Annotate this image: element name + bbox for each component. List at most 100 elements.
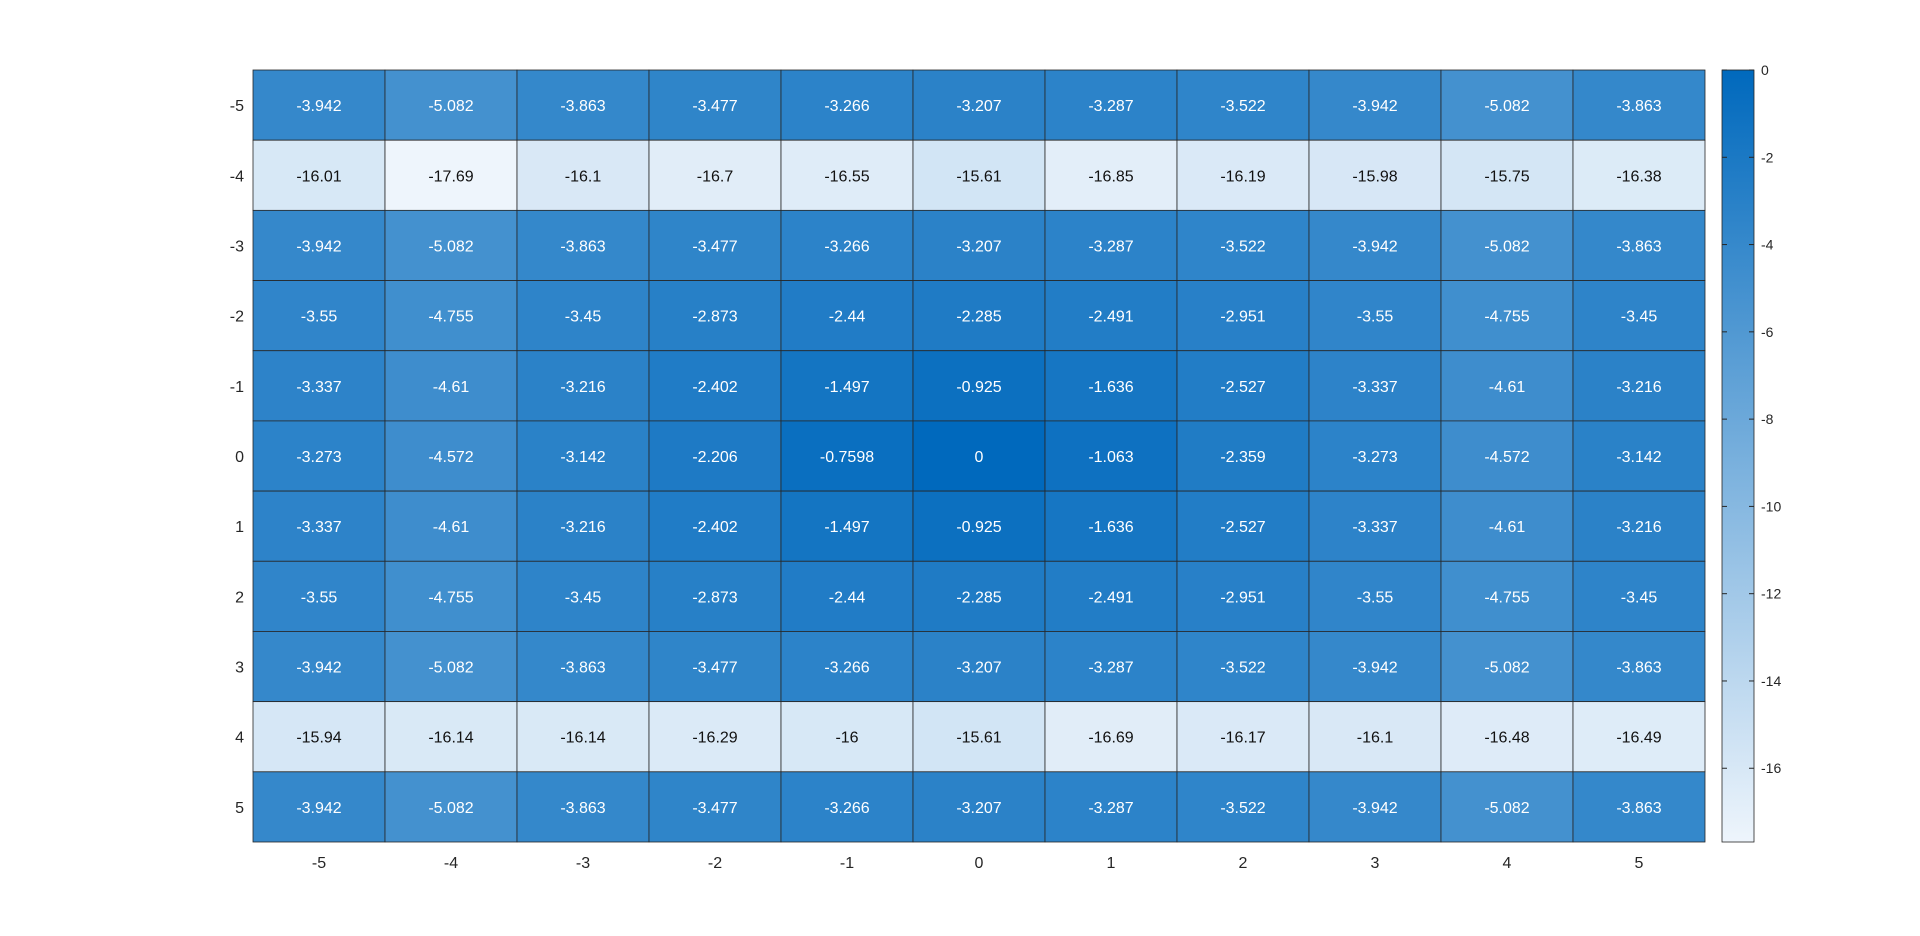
cell-value-label: -4.61 <box>433 379 470 396</box>
cell-value-label: -3.337 <box>296 519 341 536</box>
cell-value-label: -3.863 <box>560 238 605 255</box>
cell-value-label: -3.337 <box>1352 379 1397 396</box>
heatmap-cell <box>1308 209 1442 281</box>
heatmap-cell <box>1440 139 1574 211</box>
heatmap-cell <box>252 701 386 773</box>
heatmap-cell <box>516 280 650 352</box>
cell-value-label: -0.925 <box>956 379 1001 396</box>
cell-value-label: -2.491 <box>1088 589 1133 606</box>
cell-value-label: -3.942 <box>296 238 341 255</box>
y-tick-label: -1 <box>230 379 244 396</box>
cell-value-label: -3.266 <box>824 800 869 817</box>
heatmap-cell <box>516 490 650 562</box>
heatmap-cell <box>648 560 782 632</box>
cell-value-label: -17.69 <box>428 168 473 185</box>
heatmap-cell <box>780 701 914 773</box>
cell-value-label: -4.755 <box>1484 309 1529 326</box>
heatmap-cell <box>648 490 782 562</box>
cell-value-label: -3.55 <box>1357 589 1394 606</box>
heatmap-cell <box>1572 420 1706 492</box>
cell-value-label: -16.1 <box>1357 730 1394 747</box>
colorbar-tick-label: -12 <box>1761 586 1781 602</box>
y-axis-ticks: -5 -4 -3 -2 -1 0 1 2 3 4 5 <box>230 98 244 817</box>
heatmap-cell <box>252 350 386 422</box>
heatmap-cell <box>252 560 386 632</box>
cell-value-label: -2.491 <box>1088 309 1133 326</box>
heatmap-cell <box>252 209 386 281</box>
heatmap-cell <box>1044 771 1178 843</box>
cell-value-label: -3.216 <box>560 519 605 536</box>
heatmap-cell <box>1044 209 1178 281</box>
cell-value-label: -4.61 <box>1489 519 1526 536</box>
heatmap-cell <box>1176 69 1310 141</box>
cell-value-label: -16.48 <box>1484 730 1529 747</box>
heatmap-cell <box>780 490 914 562</box>
heatmap-cell <box>1440 490 1574 562</box>
heatmap-cell <box>1176 490 1310 562</box>
cell-value-label: -3.863 <box>1616 660 1661 677</box>
heatmap-cell <box>1572 209 1706 281</box>
cell-value-label: -16.38 <box>1616 168 1661 185</box>
cell-value-label: -2.206 <box>692 449 737 466</box>
heatmap-cell <box>912 139 1046 211</box>
heatmap-cell <box>1440 560 1574 632</box>
cell-value-label: -3.45 <box>565 309 602 326</box>
heatmap-cell <box>1308 139 1442 211</box>
heatmap-cell <box>780 280 914 352</box>
heatmap-cell <box>384 139 518 211</box>
heatmap-cell <box>384 69 518 141</box>
heatmap-cell <box>780 139 914 211</box>
cell-value-label: -16.29 <box>692 730 737 747</box>
heatmap-cell <box>648 420 782 492</box>
heatmap-cell <box>1176 631 1310 703</box>
cell-value-label: -3.287 <box>1088 800 1133 817</box>
colorbar-tick-label: -14 <box>1761 673 1781 689</box>
x-tick-label: 5 <box>1635 855 1644 872</box>
cell-value-label: -3.207 <box>956 800 1001 817</box>
heatmap-cell <box>252 420 386 492</box>
cell-value-label: -3.45 <box>1621 309 1658 326</box>
x-axis-ticks: -5 -4 -3 -2 -1 0 1 2 3 4 5 <box>312 855 1644 872</box>
cell-value-label: -2.44 <box>829 589 866 606</box>
cell-value-label: -2.359 <box>1220 449 1265 466</box>
cell-value-label: -3.207 <box>956 660 1001 677</box>
cell-value-label: -3.863 <box>1616 98 1661 115</box>
heatmap-cell <box>1572 701 1706 773</box>
heatmap-cell <box>1308 280 1442 352</box>
y-tick-label: -5 <box>230 98 244 115</box>
x-tick-label: -2 <box>708 855 722 872</box>
heatmap-cell <box>1572 69 1706 141</box>
heatmap-cell <box>912 560 1046 632</box>
cell-value-label: -3.942 <box>1352 98 1397 115</box>
heatmap-cell <box>252 69 386 141</box>
heatmap-cell <box>1308 560 1442 632</box>
cell-value-label: -3.522 <box>1220 98 1265 115</box>
cell-value-label: -3.55 <box>301 309 338 326</box>
heatmap-cell <box>1572 139 1706 211</box>
cell-value-label: -15.61 <box>956 730 1001 747</box>
heatmap-cell <box>648 69 782 141</box>
cell-value-label: -2.527 <box>1220 379 1265 396</box>
y-tick-label: -2 <box>230 309 244 326</box>
cell-value-label: -3.55 <box>301 589 338 606</box>
cell-value-label: -2.873 <box>692 589 737 606</box>
heatmap-cell <box>1044 280 1178 352</box>
heatmap-cell <box>780 69 914 141</box>
heatmap-cell <box>912 420 1046 492</box>
cell-value-label: -3.216 <box>560 379 605 396</box>
heatmap-cell <box>1308 490 1442 562</box>
heatmap-cell <box>1308 771 1442 843</box>
cell-value-label: -3.942 <box>296 98 341 115</box>
cell-value-label: -16.1 <box>565 168 602 185</box>
cell-value-label: -2.402 <box>692 519 737 536</box>
heatmap-cells: -3.942 -5.082 -3.863 -3.477 -3.266 -3.207 -3.2… <box>252 69 1706 843</box>
cell-value-label: -3.942 <box>296 660 341 677</box>
colorbar-tick-label: -16 <box>1761 760 1781 776</box>
y-tick-label: 1 <box>235 519 244 536</box>
heatmap-cell <box>1440 771 1574 843</box>
cell-value-label: 0 <box>975 449 984 466</box>
heatmap-cell <box>648 771 782 843</box>
cell-value-label: -15.61 <box>956 168 1001 185</box>
cell-value-label: -3.337 <box>1352 519 1397 536</box>
cell-value-label: -5.082 <box>428 800 473 817</box>
